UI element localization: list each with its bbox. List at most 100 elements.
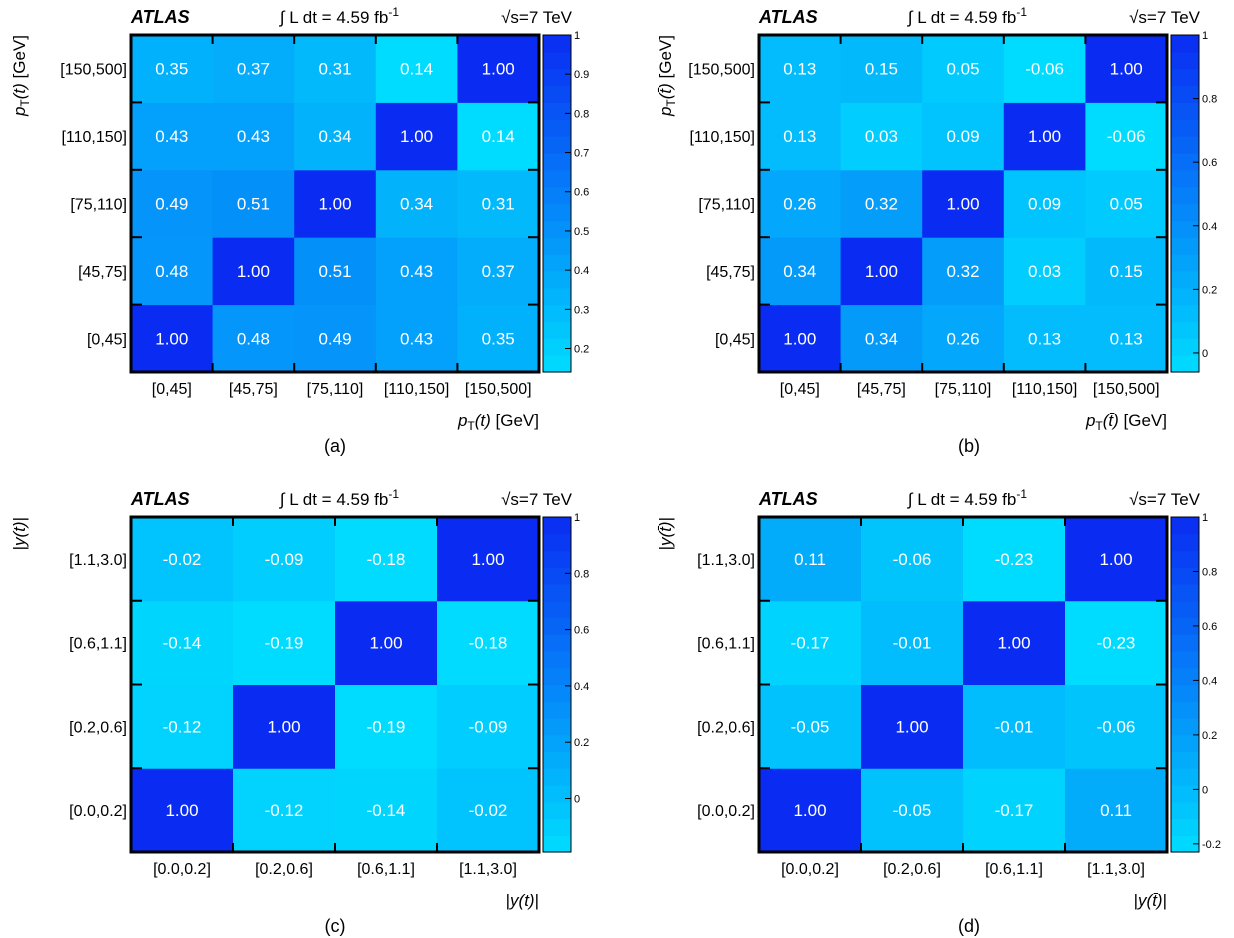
- colorbar-segment: [543, 751, 571, 769]
- y-tick-label: [0,45]: [715, 331, 755, 348]
- heatmap-cell: [375, 35, 458, 103]
- cell-value-label: 0.35: [155, 60, 188, 79]
- cell-value-label: -0.06: [1097, 717, 1136, 736]
- cell-value-label: 1.00: [471, 550, 504, 569]
- colorbar-segment: [1171, 550, 1199, 568]
- heatmap-cell: [759, 517, 862, 602]
- cell-value-label: 0.09: [1028, 195, 1061, 214]
- heatmap-cell: [212, 35, 295, 103]
- y-tick-label: [0,45]: [87, 331, 127, 348]
- colorbar-tick-label: 0: [574, 794, 580, 806]
- colorbar-segment: [1171, 321, 1199, 339]
- cell-value-label: -0.05: [791, 717, 830, 736]
- heatmap-cell: [335, 600, 438, 685]
- colorbar-segment: [1171, 220, 1199, 238]
- cell-value-label: 0.37: [482, 262, 515, 281]
- colorbar-tick-label: 0.2: [574, 737, 589, 749]
- luminosity-label: ∫ L dt = 4.59 fb-1: [907, 487, 1027, 509]
- cell-value-label: -0.12: [265, 801, 304, 820]
- colorbar-segment: [1171, 617, 1199, 635]
- colorbar-segment: [543, 517, 571, 535]
- colorbar-tick-label: 1: [574, 512, 580, 524]
- heatmap-cell: [437, 517, 540, 602]
- colorbar-tick-label: 0.4: [1202, 675, 1217, 687]
- cell-value-label: 0.32: [865, 195, 898, 214]
- heatmap-cell: [233, 600, 336, 685]
- colorbar-segment: [543, 584, 571, 602]
- heatmap-cell: [759, 768, 862, 853]
- colorbar-tick-label: 0.5: [574, 226, 589, 238]
- heatmap-cell: [131, 304, 214, 373]
- cell-value-label: -0.19: [367, 717, 406, 736]
- heatmap-cell: [335, 517, 438, 602]
- colorbar-segment: [1171, 287, 1199, 306]
- y-tick-label: [0.2,0.6]: [697, 719, 755, 736]
- colorbar-segment: [543, 667, 571, 686]
- heatmap-cell: [375, 102, 458, 171]
- cell-value-label: 0.03: [1028, 262, 1061, 281]
- heatmap-cell: [861, 768, 964, 853]
- colorbar-frame: [1170, 34, 1200, 373]
- cell-value-label: -0.19: [265, 634, 304, 653]
- x-tick-label: [0.6,1.1]: [985, 861, 1043, 878]
- colorbar-segment: [1171, 600, 1199, 619]
- colorbar-segment: [543, 835, 571, 853]
- x-tick-label: [0.0,0.2]: [781, 861, 839, 878]
- colorbar-segment: [1171, 152, 1199, 171]
- plot-frame: [129, 33, 541, 374]
- heatmap-cell: [840, 304, 923, 373]
- heatmap-cell: [131, 237, 214, 306]
- cell-value-label: 1.00: [318, 195, 351, 214]
- colorbar-segment: [1171, 768, 1199, 786]
- colorbar-frame: [1170, 516, 1200, 853]
- heatmap-cell: [1065, 768, 1168, 853]
- cell-value-label: 0.03: [865, 127, 898, 146]
- heatmap-cell: [457, 169, 540, 238]
- cell-value-label: -0.14: [367, 801, 406, 820]
- y-tick-label: [150,500]: [60, 62, 127, 79]
- cell-value-label: 1.00: [237, 262, 270, 281]
- colorbar-tick-label: -0.2: [1202, 839, 1221, 851]
- colorbar-tick-label: 0.6: [574, 625, 589, 637]
- heatmap-cell: [759, 684, 862, 769]
- cell-value-label: 0.11: [1100, 801, 1132, 820]
- x-tick-label: [110,150]: [384, 381, 450, 398]
- x-tick-label: [1.1,3.0]: [1087, 861, 1145, 878]
- energy-label: √s=7 TeV: [1129, 8, 1201, 27]
- x-tick-label: [75,110]: [307, 381, 364, 398]
- cell-value-label: 0.05: [946, 60, 979, 79]
- cell-value-label: -0.09: [265, 550, 304, 569]
- x-tick-label: [150,500]: [465, 381, 532, 398]
- colorbar-segment: [543, 287, 571, 306]
- heatmap-cell: [1085, 237, 1168, 306]
- colorbar-segment: [1171, 270, 1199, 289]
- colorbar-tick-label: 0.3: [574, 304, 589, 316]
- heatmap-cell: [294, 35, 377, 103]
- heatmap-cell: [1065, 600, 1168, 685]
- cell-value-label: 0.31: [482, 195, 515, 214]
- colorbar-segment: [1171, 355, 1199, 373]
- colorbar-segment: [543, 203, 571, 221]
- panel-caption: (b): [958, 436, 980, 456]
- colorbar-segment: [1171, 338, 1199, 356]
- cell-value-label: 1.00: [783, 329, 816, 348]
- colorbar-segment: [1171, 51, 1199, 70]
- colorbar-tick-label: 1: [1202, 512, 1208, 524]
- cell-value-label: 1.00: [369, 634, 402, 653]
- colorbar-segment: [543, 801, 571, 820]
- colorbar-segment: [543, 818, 571, 836]
- colorbar-segment: [1171, 651, 1199, 669]
- colorbar-tick-label: 0.2: [1202, 730, 1217, 742]
- colorbar-segment: [543, 600, 571, 619]
- colorbar-segment: [543, 617, 571, 635]
- colorbar-segment: [1171, 254, 1199, 272]
- heatmap-cell: [963, 517, 1066, 602]
- colorbar-segment: [1171, 835, 1199, 853]
- y-axis-title: pT(t̄) [GeV]: [656, 35, 678, 117]
- heatmap-cell: [1085, 304, 1168, 373]
- heatmap-cell: [457, 35, 540, 103]
- x-axis-title: pT(t̄) [GeV]: [1085, 411, 1167, 433]
- cell-value-label: -0.23: [1097, 634, 1136, 653]
- cell-value-label: 0.43: [155, 127, 188, 146]
